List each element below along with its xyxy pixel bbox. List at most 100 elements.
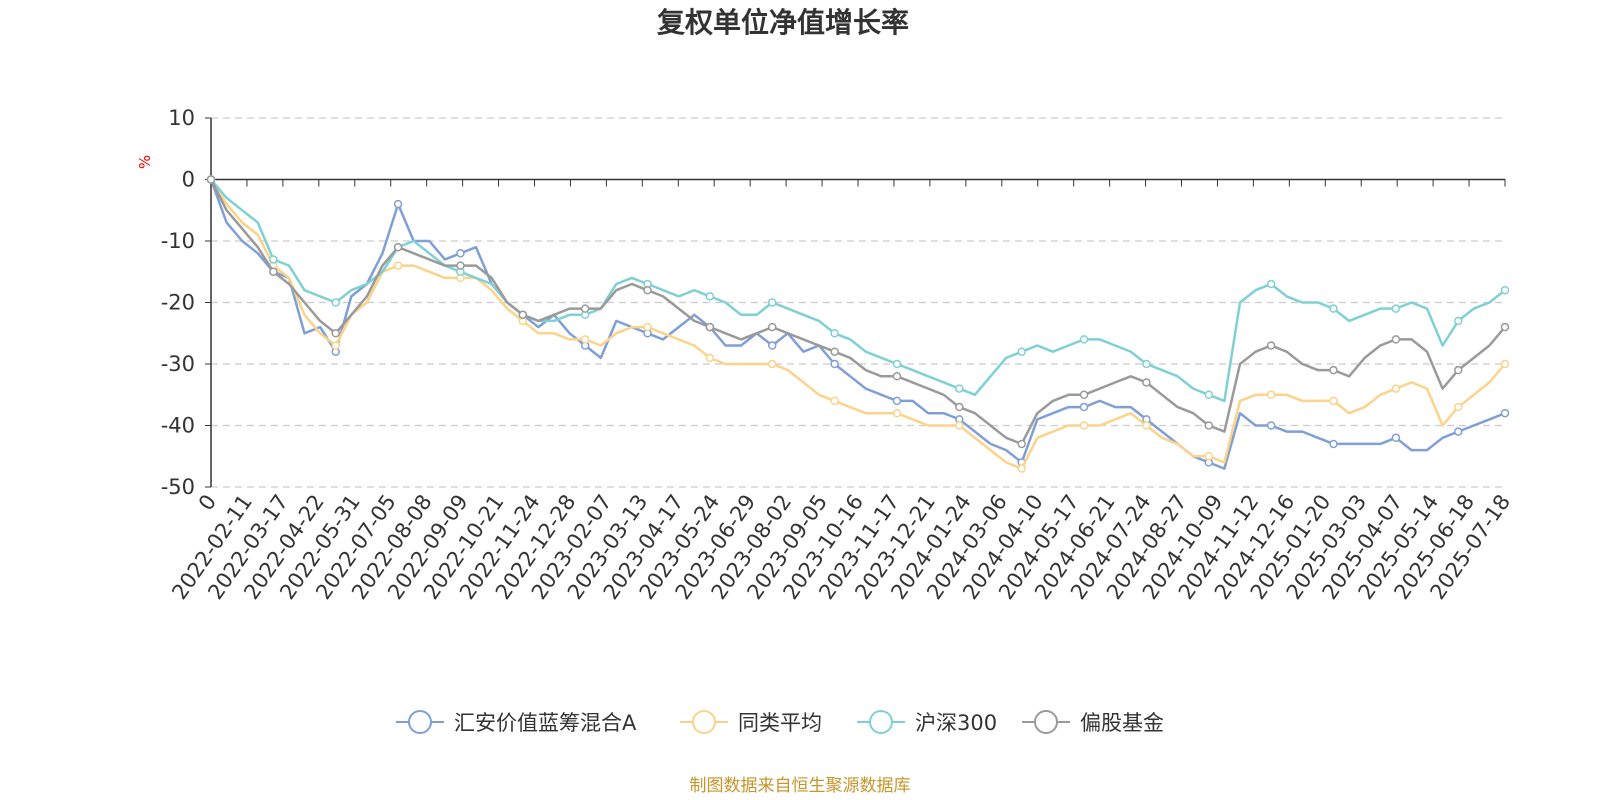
- y-axis-unit: %: [136, 155, 154, 169]
- data-point: [892, 372, 902, 381]
- data-point: [1142, 421, 1151, 430]
- data-point: [393, 199, 403, 209]
- data-point: [1017, 439, 1026, 449]
- data-point: [1017, 347, 1026, 356]
- data-point: [768, 298, 777, 307]
- data-point: [1204, 452, 1214, 461]
- data-point: [768, 341, 777, 350]
- series-line: [209, 178, 1506, 470]
- data-point: [892, 359, 902, 369]
- data-point: [331, 329, 340, 338]
- data-point: [955, 384, 964, 393]
- legend-swatch-circle: [869, 710, 893, 734]
- data-point: [1453, 316, 1463, 326]
- x-tick-label: 0: [194, 490, 221, 515]
- y-tick-label: -10: [161, 229, 195, 253]
- y-tick-label: 10: [168, 106, 195, 130]
- data-point: [1079, 390, 1089, 399]
- series-2: [206, 175, 1510, 473]
- legend-label: 偏股基金: [1080, 711, 1164, 735]
- series-1: [206, 175, 1510, 470]
- data-point: [892, 396, 902, 406]
- y-tick-label: 0: [182, 168, 195, 192]
- data-point: [269, 267, 278, 276]
- x-axis: 02022-02-112022-03-172022-04-222022-05-3…: [167, 178, 1515, 604]
- series-line: [210, 178, 1506, 403]
- data-point: [456, 249, 465, 258]
- data-point: [1142, 359, 1151, 369]
- data-point: [456, 261, 465, 270]
- data-point: [331, 298, 340, 307]
- legend-label: 汇安价值蓝筹混合A: [454, 711, 637, 735]
- data-point: [955, 402, 964, 412]
- y-tick-label: -20: [161, 291, 195, 315]
- y-tick-label: -30: [161, 352, 195, 376]
- data-point: [643, 322, 652, 332]
- series-3: [206, 175, 1510, 403]
- legend-swatch-circle: [692, 710, 716, 734]
- data-point: [830, 329, 839, 338]
- legend-item[interactable]: 汇安价值蓝筹混合A: [396, 710, 637, 735]
- series-lines: [206, 175, 1510, 473]
- data-point: [705, 322, 715, 332]
- legend-item[interactable]: 同类平均: [680, 710, 822, 735]
- data-point: [643, 285, 652, 295]
- data-point: [1266, 341, 1276, 350]
- data-point: [269, 255, 278, 264]
- data-point: [331, 341, 340, 350]
- data-point: [393, 242, 403, 252]
- data-point: [1391, 304, 1401, 313]
- legend-label: 沪深300: [915, 711, 997, 735]
- data-point: [830, 359, 839, 369]
- data-point: [1266, 421, 1276, 430]
- data-point: [1500, 285, 1510, 295]
- data-point: [705, 353, 715, 363]
- data-point: [1391, 335, 1401, 344]
- data-point: [955, 421, 964, 430]
- data-point: [518, 310, 528, 320]
- data-point: [1204, 390, 1214, 399]
- data-point: [1453, 402, 1463, 412]
- series-line: [209, 179, 1506, 470]
- data-point: [1329, 365, 1338, 375]
- data-point: [1079, 421, 1089, 430]
- data-point: [830, 396, 839, 406]
- data-point: [892, 408, 902, 418]
- data-point: [1500, 359, 1510, 369]
- series-4: [206, 175, 1510, 449]
- data-point: [580, 304, 590, 313]
- data-point: [1391, 433, 1401, 443]
- data-point: [1266, 279, 1276, 289]
- data-point: [580, 335, 590, 344]
- series-line: [209, 178, 1506, 446]
- data-point: [1079, 402, 1089, 412]
- data-point: [1500, 408, 1510, 418]
- y-tick-label: -50: [161, 475, 195, 499]
- data-point: [1017, 464, 1026, 473]
- legend-item[interactable]: 沪深300: [857, 710, 997, 735]
- y-tick-label: -40: [161, 414, 195, 438]
- data-point: [768, 322, 777, 332]
- legend-label: 同类平均: [738, 711, 822, 735]
- data-point: [206, 175, 216, 184]
- data-point: [1266, 390, 1276, 399]
- y-axis: 10 0 -10 -20 -30 -40 -50: [161, 106, 212, 499]
- data-point: [1329, 439, 1338, 449]
- chart-title: 复权单位净值增长率: [657, 6, 909, 39]
- data-point: [1500, 322, 1510, 332]
- source-note: 制图数据来自恒生聚源数据库: [690, 776, 911, 796]
- legend[interactable]: 汇安价值蓝筹混合A 同类平均 沪深300 偏股基金: [396, 710, 1164, 735]
- data-point: [1142, 378, 1151, 387]
- data-point: [393, 261, 403, 270]
- data-point: [1204, 421, 1214, 430]
- data-point: [1329, 396, 1338, 406]
- data-point: [768, 359, 777, 369]
- legend-swatch-circle: [1034, 710, 1058, 734]
- data-point: [1391, 384, 1401, 393]
- legend-swatch-circle: [408, 710, 432, 734]
- data-point: [830, 347, 839, 356]
- data-point: [1453, 427, 1463, 436]
- data-point: [705, 292, 715, 301]
- legend-item[interactable]: 偏股基金: [1022, 710, 1164, 735]
